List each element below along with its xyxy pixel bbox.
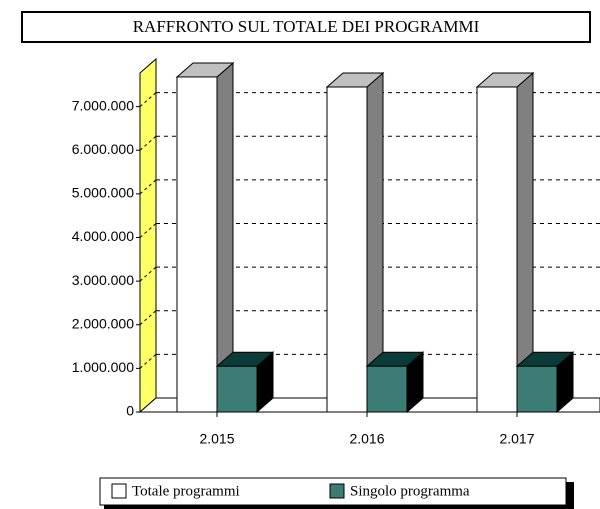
y-tick-label: 2.000.000: [72, 315, 134, 331]
y-tick-label: 3.000.000: [72, 272, 134, 288]
legend-swatch: [329, 483, 345, 499]
side-wall: [139, 57, 157, 414]
bar: [216, 365, 258, 413]
y-tick-label: 7.000.000: [72, 97, 134, 113]
title-box: [21, 11, 591, 43]
legend-label: Totale programmi: [132, 483, 240, 499]
bar: [516, 365, 558, 413]
x-tick-label: 2.016: [349, 431, 384, 447]
chart-title: RAFFRONTO SUL TOTALE DEI PROGRAMMI: [133, 17, 480, 36]
bar: [476, 86, 518, 413]
x-tick-label: 2.015: [199, 431, 234, 447]
bar: [326, 86, 368, 413]
legend-swatch: [111, 483, 127, 499]
legend-label: Singolo programma: [350, 483, 470, 499]
y-tick-label: 1.000.000: [72, 359, 134, 375]
y-tick-label: 0: [126, 403, 134, 419]
bar: [366, 365, 408, 413]
bar: [176, 76, 218, 413]
y-tick-label: 4.000.000: [72, 228, 134, 244]
x-tick-label: 2.017: [499, 431, 534, 447]
y-tick-label: 6.000.000: [72, 141, 134, 157]
y-tick-label: 5.000.000: [72, 185, 134, 201]
